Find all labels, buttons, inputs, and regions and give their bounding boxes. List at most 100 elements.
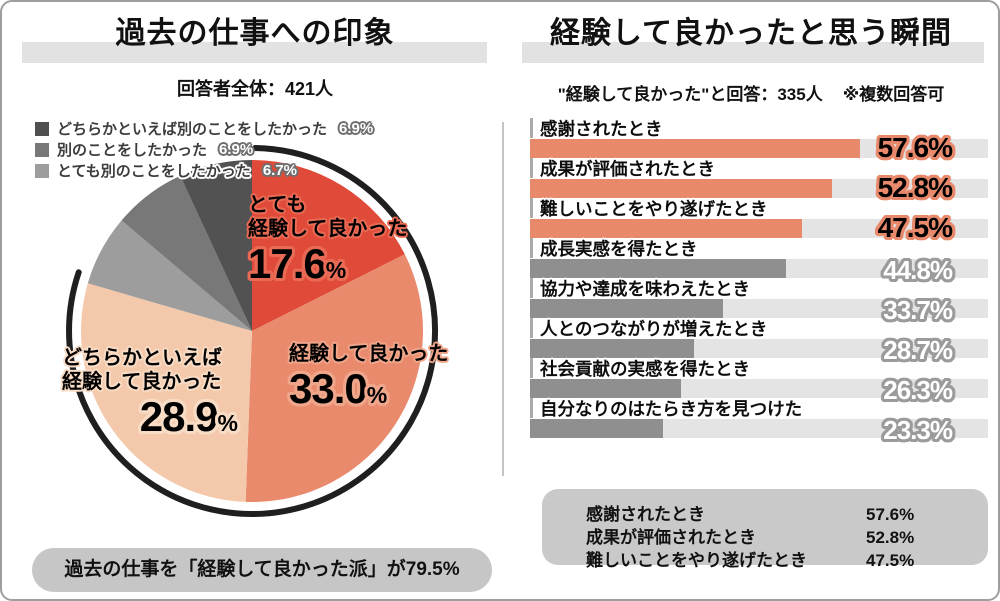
pie-label-value: 17.6% bbox=[248, 241, 407, 293]
bar-row: 自分なりのはたらき方を見つけた 23.3% bbox=[530, 398, 992, 445]
pie-slice-3 bbox=[87, 220, 252, 331]
bar-track bbox=[530, 419, 988, 438]
pie-slice-0 bbox=[252, 160, 405, 331]
pie-label-value: 33.0% bbox=[289, 366, 448, 418]
legend-label: 別のことをしたかった bbox=[57, 142, 208, 159]
pie-label-text: 経験して良かった bbox=[62, 371, 222, 393]
bar-value: 47.5% bbox=[877, 212, 953, 243]
legend-item: とても別のことをしたかった 6.7% bbox=[35, 160, 373, 181]
bar-label: 成長実感を得たとき bbox=[530, 238, 992, 259]
legend-swatch bbox=[35, 142, 49, 157]
pie-label-number: 33.0 bbox=[289, 365, 368, 412]
legend-label: とても別のことをしたかった bbox=[57, 163, 251, 180]
pie-label-value: 28.9% bbox=[62, 394, 238, 446]
bar-row: 難しいことをやり遂げたとき 47.5% bbox=[530, 198, 992, 243]
bar-fill bbox=[530, 379, 681, 398]
summary-box: 感謝されたとき 57.6% 成果が評価されたとき 52.8% 難しいことをやり遂げたとき… bbox=[542, 489, 988, 570]
bar-label: 協力や達成を味わえたとき bbox=[530, 278, 992, 299]
right-title: 経験して良かったと思う瞬間 bbox=[549, 17, 953, 50]
pie-label-0: とても 経験して良かった 17.6% bbox=[248, 193, 407, 293]
pie-label-2: どちらかといえば 経験して良かった 28.9% bbox=[62, 346, 238, 446]
bar-label: 難しいことをやり遂げたとき bbox=[530, 198, 992, 219]
bar-label: 成果が評価されたとき bbox=[530, 158, 992, 179]
panel-divider bbox=[502, 122, 504, 476]
pie-legend: どちらかといえば別のことをしたかった 6.9% 別のことをしたかった 6.9% とても別… bbox=[35, 118, 373, 181]
bar-value: 26.3% bbox=[883, 375, 953, 405]
legend-value: 6.9% bbox=[219, 141, 254, 158]
bar-row: 成長実感を得たとき 44.8% bbox=[530, 238, 992, 285]
bar-track bbox=[530, 219, 988, 238]
legend-item: どちらかといえば別のことをしたかった 6.9% bbox=[35, 118, 373, 139]
bar-fill bbox=[530, 339, 694, 358]
pie-slice-4 bbox=[121, 175, 252, 331]
pie-label-number: 17.6 bbox=[248, 240, 327, 287]
summary-row: 感謝されたとき 57.6% bbox=[586, 503, 988, 526]
legend-value: 6.9% bbox=[339, 120, 374, 137]
pie-highlight-arc bbox=[66, 145, 438, 517]
legend-label: どちらかといえば別のことをしたかった bbox=[57, 121, 328, 138]
bar-track bbox=[530, 299, 988, 318]
bar-value: 28.7% bbox=[883, 335, 953, 365]
bar-row: 人とのつながりが増えたとき 28.7% bbox=[530, 318, 992, 365]
left-title-band bbox=[22, 42, 487, 63]
bar-fill bbox=[530, 179, 832, 198]
bar-value: 44.8% bbox=[883, 255, 953, 285]
bar-track bbox=[530, 259, 988, 278]
pie-label-number: 28.9 bbox=[139, 393, 219, 440]
bar-track bbox=[530, 379, 988, 398]
bar-value: 23.3% bbox=[883, 415, 953, 445]
pie-chart-svg bbox=[66, 145, 438, 517]
bar-fill bbox=[530, 139, 860, 158]
percent-sign: % bbox=[366, 382, 388, 408]
right-title-band bbox=[522, 42, 984, 63]
bar-label: 感謝されたとき bbox=[530, 118, 992, 139]
left-subtitle: 回答者全体：421人 bbox=[176, 79, 334, 99]
pie-slice-2 bbox=[81, 283, 253, 502]
bar-label: 社会貢献の実感を得たとき bbox=[530, 358, 992, 379]
bar-track bbox=[530, 339, 988, 358]
left-title: 過去の仕事への印象 bbox=[115, 17, 395, 50]
bar-fill bbox=[530, 299, 723, 318]
bar-fill bbox=[530, 259, 786, 278]
legend-swatch bbox=[35, 121, 49, 136]
left-callout: 過去の仕事を「経験して良かった派」が79.5% bbox=[32, 548, 492, 592]
bar-track bbox=[530, 139, 988, 158]
bar-label: 自分なりのはたらき方を見つけた bbox=[530, 398, 992, 419]
bar-chart: 感謝されたとき 57.6% 成果が評価されたとき 52.8% 難しいことをやり遂げたとき… bbox=[530, 118, 992, 445]
bar-fill bbox=[530, 419, 663, 438]
summary-value: 47.5% bbox=[866, 551, 915, 570]
summary-row: 難しいことをやり遂げたとき 47.5% bbox=[586, 549, 988, 572]
bar-fill bbox=[530, 219, 802, 238]
legend-value: 6.7% bbox=[262, 162, 298, 179]
percent-sign: % bbox=[217, 410, 238, 436]
bar-value: 52.8% bbox=[877, 172, 953, 203]
bar-value: 57.6% bbox=[877, 132, 953, 163]
pie-slice-5 bbox=[180, 160, 252, 331]
legend-swatch bbox=[35, 163, 49, 178]
right-subtitle-note: ※複数回答可 bbox=[842, 85, 945, 104]
summary-label: 難しいことをやり遂げたとき bbox=[586, 551, 807, 570]
summary-value: 52.8% bbox=[866, 528, 915, 547]
summary-label: 成果が評価されたとき bbox=[586, 528, 756, 547]
bar-row: 社会貢献の実感を得たとき 26.3% bbox=[530, 358, 992, 405]
bar-row: 成果が評価されたとき 52.8% bbox=[530, 158, 992, 203]
summary-value: 57.6% bbox=[866, 505, 915, 524]
bar-row: 感謝されたとき 57.6% bbox=[530, 118, 992, 163]
legend-item: 別のことをしたかった 6.9% bbox=[35, 139, 373, 160]
summary-row: 成果が評価されたとき 52.8% bbox=[586, 526, 988, 549]
summary-label: 感謝されたとき bbox=[586, 505, 705, 524]
right-subtitle-text: "経験して良かった"と回答：335人 bbox=[557, 85, 823, 104]
bar-label: 人とのつながりが増えたとき bbox=[530, 318, 992, 339]
pie-slice-1 bbox=[245, 254, 423, 503]
pie-label-text: 経験して良かった bbox=[289, 343, 449, 365]
bar-value: 33.7% bbox=[883, 295, 953, 325]
pie-label-text: 経験して良かった bbox=[248, 218, 408, 240]
pie-label-1: 経験して良かった 33.0% bbox=[289, 342, 448, 418]
pie-label-text: とても bbox=[248, 194, 307, 216]
right-subtitle: "経験して良かった"と回答：335人 ※複数回答可 bbox=[508, 80, 994, 105]
bar-track bbox=[530, 179, 988, 198]
percent-sign: % bbox=[325, 257, 347, 283]
pie-label-text: どちらかといえば bbox=[62, 347, 222, 369]
bar-row: 協力や達成を味わえたとき 33.7% bbox=[530, 278, 992, 325]
